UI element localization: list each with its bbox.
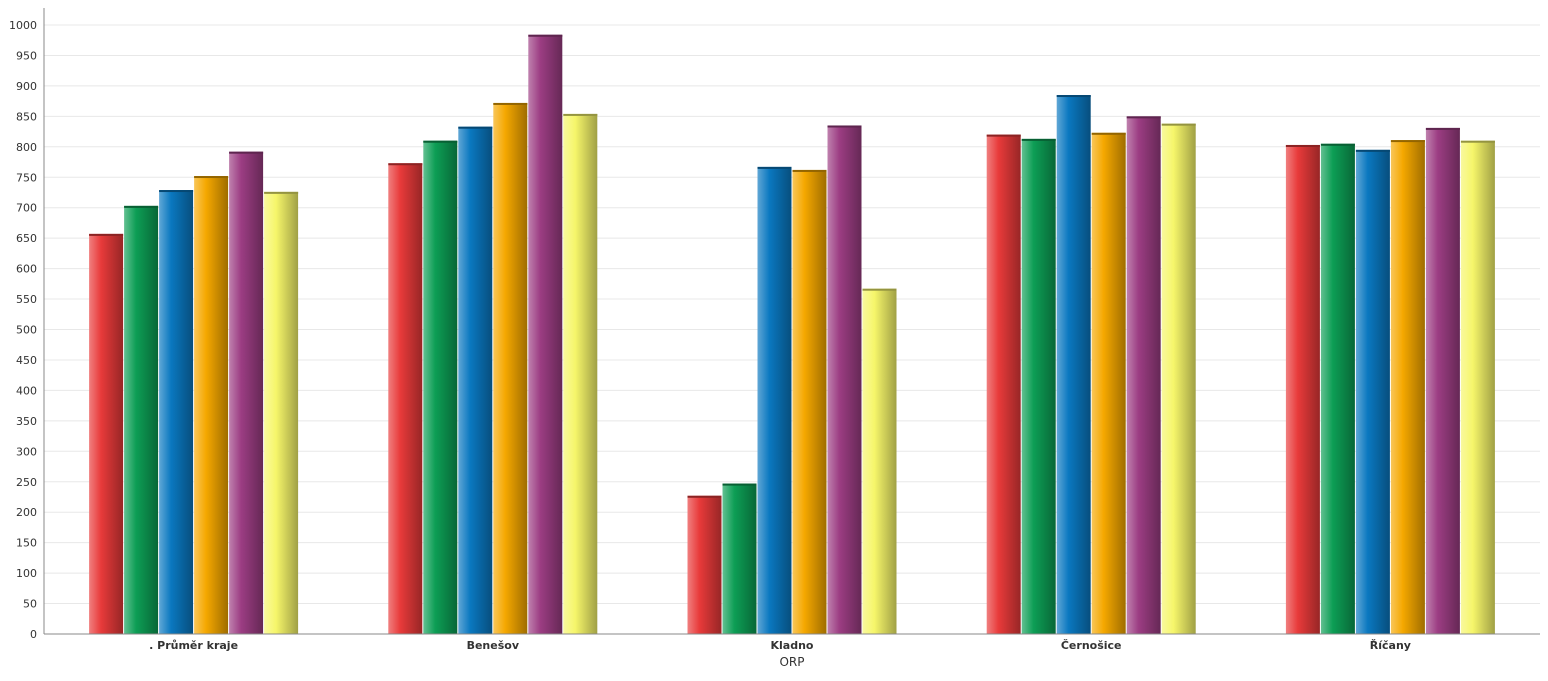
bar-top-edge	[1390, 140, 1425, 143]
y-tick-label: 850	[16, 110, 37, 123]
bar	[423, 140, 458, 634]
bar-top-edge	[1161, 123, 1196, 126]
bar-top-edge	[229, 151, 264, 154]
bar-top-edge	[722, 483, 757, 486]
bar	[1091, 132, 1126, 634]
bar-top-edge	[1320, 143, 1355, 146]
axes	[43, 8, 1540, 635]
bar	[124, 205, 159, 635]
bar	[458, 126, 493, 634]
bar	[159, 190, 194, 634]
bar-top-edge	[89, 233, 124, 236]
x-axis-title: ORP	[779, 655, 804, 669]
bar	[792, 169, 827, 634]
bar-top-edge	[792, 169, 827, 172]
bar	[194, 176, 229, 635]
y-tick-label: 500	[16, 324, 37, 337]
bar	[827, 125, 862, 635]
bar-top-edge	[862, 288, 897, 291]
y-tick-label: 750	[16, 171, 37, 184]
y-tick-label: 700	[16, 202, 37, 215]
y-tick-label: 0	[30, 628, 37, 641]
y-axis-ticks: 0 50 100 150 200 250 300 350 400 450 500 550 600 650 7…	[9, 19, 37, 641]
bar	[388, 163, 423, 635]
bar	[862, 288, 897, 634]
bar-top-edge	[563, 113, 598, 116]
bar	[1021, 138, 1056, 634]
y-tick-label: 450	[16, 354, 37, 367]
bar-top-edge	[1425, 127, 1460, 130]
bar-top-edge	[124, 205, 159, 208]
y-tick-label: 600	[16, 263, 37, 276]
x-axis-ticks: . Průměr kraje Benešov Kladno Černošice Říča…	[149, 639, 1411, 652]
bar	[1126, 116, 1161, 635]
bar-top-edge	[757, 166, 792, 169]
y-tick-label: 550	[16, 293, 37, 306]
y-tick-label: 300	[16, 445, 37, 458]
y-tick-label: 100	[16, 567, 37, 580]
x-tick-label: Černošice	[1061, 639, 1122, 652]
bar	[1425, 127, 1460, 635]
y-tick-label: 200	[16, 506, 37, 519]
bar	[1390, 140, 1425, 634]
bar-top-edge	[159, 190, 194, 193]
bars	[89, 34, 1495, 635]
bar	[89, 233, 124, 634]
y-tick-label: 650	[16, 232, 37, 245]
bar	[1285, 144, 1320, 634]
x-tick-label: . Průměr kraje	[149, 639, 238, 652]
y-tick-label: 150	[16, 537, 37, 550]
bar	[687, 495, 722, 634]
bar	[563, 113, 598, 634]
bar-top-edge	[1355, 149, 1390, 152]
y-tick-label: 800	[16, 141, 37, 154]
x-tick-label: Benešov	[467, 639, 520, 652]
bar-top-edge	[986, 134, 1021, 137]
y-tick-label: 950	[16, 49, 37, 62]
bar-top-edge	[1285, 144, 1320, 147]
bar-top-edge	[194, 176, 229, 179]
y-tick-label: 900	[16, 80, 37, 93]
bar-top-edge	[687, 495, 722, 498]
bar	[1056, 95, 1091, 634]
bar-top-edge	[528, 34, 563, 37]
bar-top-edge	[264, 191, 299, 194]
bar-top-edge	[493, 102, 528, 105]
bar	[1161, 123, 1196, 635]
bar-top-edge	[458, 126, 493, 129]
bar	[1355, 149, 1390, 634]
bar	[722, 483, 757, 634]
bar	[1460, 140, 1495, 634]
bar-top-edge	[827, 125, 862, 128]
y-tick-label: 1000	[9, 19, 37, 32]
bar-top-edge	[1056, 95, 1091, 98]
bar-top-edge	[388, 163, 423, 166]
bar	[986, 134, 1021, 634]
bar-top-edge	[423, 140, 458, 143]
bar	[528, 34, 563, 634]
bar	[229, 151, 264, 634]
bar	[264, 191, 299, 634]
y-tick-label: 250	[16, 476, 37, 489]
bar-top-edge	[1021, 138, 1056, 141]
y-tick-label: 400	[16, 384, 37, 397]
bar	[757, 166, 792, 634]
bar-top-edge	[1460, 140, 1495, 143]
bar-top-edge	[1126, 116, 1161, 119]
bar	[493, 102, 528, 634]
bar	[1320, 143, 1355, 634]
x-tick-label: Říčany	[1370, 639, 1411, 652]
x-tick-label: Kladno	[771, 639, 814, 652]
y-tick-label: 50	[23, 598, 37, 611]
bar-top-edge	[1091, 132, 1126, 135]
y-tick-label: 350	[16, 415, 37, 428]
